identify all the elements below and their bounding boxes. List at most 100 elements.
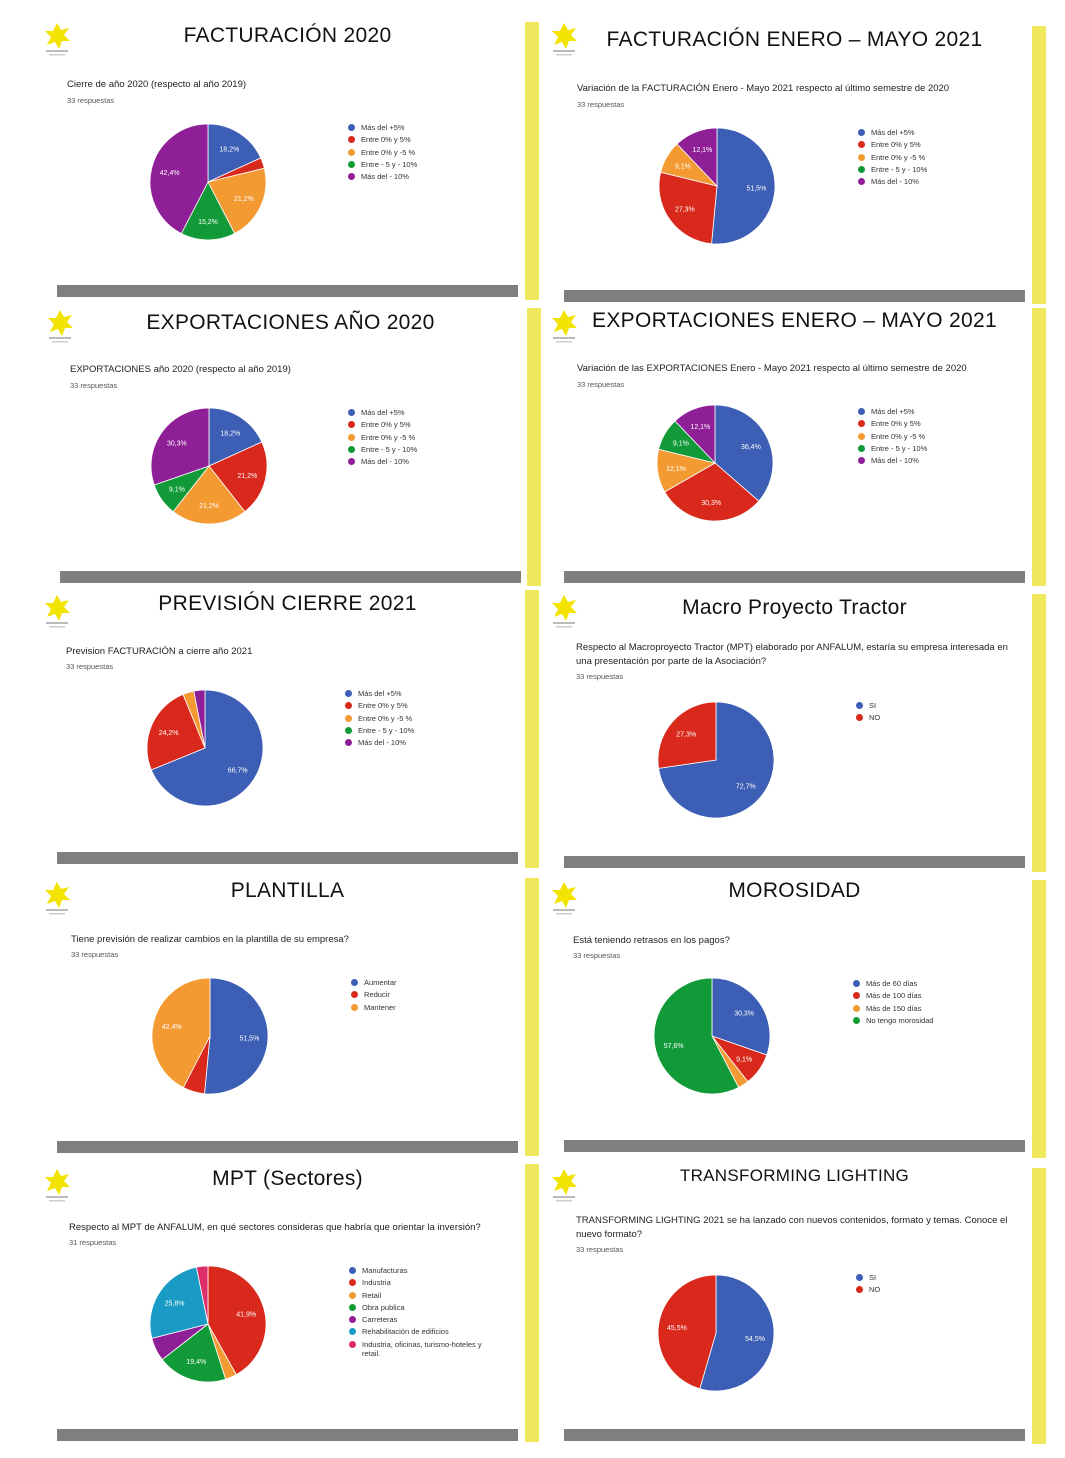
page-title: PREVISIÓN CIERRE 2021 [158,592,417,615]
legend-item: Entre - 5 y - 10% [858,165,1018,174]
legend-item: Más de 150 días [853,1004,1013,1013]
legend-item: Aumentar [351,978,511,987]
pie-slice-m-s-del-5 [714,404,774,502]
legend-label: Entre 0% y -5 % [361,147,416,157]
pie-slice-entre-5-y-10 [180,181,236,241]
pie-chart: 51,5% 42,4% [151,977,269,1095]
legend-item: SI [856,701,1016,710]
panel-facturacion-2020: FACTURACIÓN 2020 Cierre de año 2020 (res… [45,18,520,298]
slice-label: 21,2% [237,473,257,480]
legend-label: Entre 0% y -5 % [871,431,926,441]
slice-label: 21,2% [199,503,219,510]
legend-label: Entre - 5 y - 10% [871,164,928,174]
legend-label: Carreteras [362,1315,398,1325]
legend-label: SI [869,701,877,710]
legend-swatch [351,979,358,986]
pie-slice-entre-0-y-5 [658,171,718,245]
legend-item: Entre 0% y 5% [858,140,1018,149]
question-text: Variación de las EXPORTACIONES Enero - M… [577,363,967,374]
legend-item: NO [856,1285,1016,1294]
slice-label: 12,1% [666,466,686,473]
panel-macro-proyecto-tractor: Macro Proyecto Tractor Respecto al Macro… [552,590,1027,870]
response-count: 31 respuestas [69,1238,117,1247]
slice-label: 21,2% [234,196,254,203]
slice-label: 66,7% [228,767,248,774]
pie-slice-entre-0-y-5 [172,465,246,525]
pie-slice-industria-oficinas-turismo-hoteles-y-retail [195,1265,209,1325]
slice-label: 27,3% [675,206,695,213]
pie-slice-rehabilitaci-n-de-edificios [149,1266,209,1339]
pie-slice-m-s-del-5 [711,127,776,245]
legend-item: Entre 0% y 5% [348,135,508,144]
panel-mpt-sectores: MPT (Sectores) Respecto al MPT de ANFALU… [45,1164,520,1449]
legend-label: NO [869,1285,881,1295]
pie-slice-m-s-del-10 [674,404,716,465]
question-text: Variación de la FACTURACIÓN Enero - Mayo… [577,83,950,94]
slice-label: 18,2% [220,430,240,437]
legend-swatch [345,702,352,710]
legend-item: Entre 0% y -5 % [348,433,508,442]
legend-item: Industria, oficinas, turismo-hoteles y r… [349,1340,499,1358]
pie-slice-m-s-de-60-d-as [711,977,771,1056]
slice-label: 51,5% [746,185,766,192]
question-text: TRANSFORMING LIGHTING 2021 se ha lanzado… [576,1215,1008,1240]
pie-chart: 54,5% 45,5% [657,1274,775,1392]
legend-swatch [349,1279,356,1287]
slice-label: 42,4% [160,170,180,177]
legend-item: Más del +5% [348,408,508,417]
anfalum-logo-icon [550,594,578,630]
legend-item: Más del +5% [345,689,505,698]
legend-item: Entre 0% y 5% [858,419,1018,428]
legend-swatch [348,148,355,156]
legend-label: Más del - 10% [871,177,919,187]
legend-label: Más de 60 días [866,979,918,988]
anfalum-logo-icon [550,22,578,58]
legend-item: Mantener [351,1003,511,1012]
legend-swatch [349,1340,356,1348]
legend-item: Más del - 10% [858,177,1018,186]
pie-chart: 36,4% 30,3% 12,1% 9,1% 12,1% [656,404,774,522]
response-count: 33 respuestas [71,950,119,959]
yellow-divider [1032,308,1046,586]
legend-item: Entre 0% y -5 % [345,714,505,723]
legend-swatch [348,136,355,144]
legend-label: Manufacturas [362,1266,408,1275]
page-title: Macro Proyecto Tractor [682,596,907,619]
legend-item: Más de 60 días [853,979,1013,988]
legend-label: Más del +5% [871,407,915,416]
legend-item: Entre 0% y -5 % [348,148,508,157]
legend-item: Entre 0% y 5% [348,420,508,429]
footer-bar [60,571,521,583]
pie-chart: 51,5% 27,3% 9,1% 12,1% [658,127,776,245]
pie-slice-industria [207,1265,267,1376]
legend-swatch [853,1016,860,1024]
chart-legend: Más del +5% Entre 0% y 5% Entre 0% y -5 % E… [858,128,1018,189]
slice-label: 9,1% [169,486,185,493]
anfalum-logo-icon [550,1168,578,1204]
pie-slice-mantener [151,977,211,1089]
question-text: Respecto al Macroproyecto Tractor (MPT) … [576,642,1008,667]
legend-label: Más del +5% [871,128,915,137]
legend-item: Retail [349,1291,499,1300]
legend-swatch [853,992,860,1000]
legend-swatch [345,714,352,722]
legend-label: Industria [362,1278,391,1288]
response-count: 33 respuestas [576,1245,624,1254]
legend-label: Entre 0% y 5% [361,420,411,430]
anfalum-logo-icon [46,309,74,345]
legend-swatch [858,444,865,452]
legend-item: NO [856,713,1016,722]
panel-facturacion-enero-mayo-2021: FACTURACIÓN ENERO – MAYO 2021 Variación … [552,18,1027,303]
legend-swatch [349,1316,356,1324]
pie-slice-entre-0-y-5 [664,462,760,522]
chart-legend: Más del +5% Entre 0% y 5% Entre 0% y -5 % E… [348,123,508,184]
legend-label: Retail [362,1290,382,1300]
legend-swatch [348,173,355,181]
pie-slice-m-s-del-10 [193,689,206,749]
legend-label: Entre 0% y 5% [871,419,921,429]
panel-exportaciones-enero-mayo-2021: EXPORTACIONES ENERO – MAYO 2021 Variació… [552,305,1027,585]
legend-swatch [345,690,352,697]
footer-bar [57,285,518,297]
chart-legend: Aumentar Reducir Mantener [351,978,511,1015]
legend-item: Entre 0% y -5 % [858,432,1018,441]
